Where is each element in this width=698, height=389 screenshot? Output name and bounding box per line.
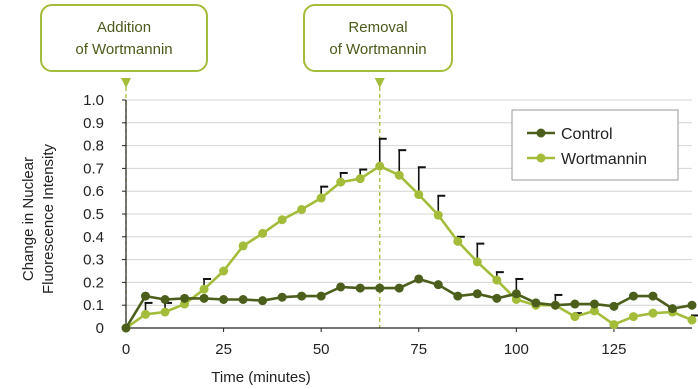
x-axis-title: Time (minutes) <box>211 369 310 386</box>
wortmannin-point-29 <box>687 315 697 325</box>
event-marker-lines <box>121 78 385 328</box>
callout-text-0-1: of Wortmannin <box>75 41 172 58</box>
series-control <box>121 274 697 333</box>
y-tick-label-5: 0.5 <box>83 206 104 223</box>
legend-label-wortmannin: Wortmannin <box>561 151 647 168</box>
legend-marker-wortmannin <box>536 153 546 163</box>
legend-label-control: Control <box>561 126 613 143</box>
callout-box-0 <box>40 4 208 72</box>
callout-text-0-0: Addition <box>97 19 151 36</box>
y-tick-label-8: 0.8 <box>83 138 104 155</box>
wortmannin-point-25 <box>609 320 619 330</box>
control-point-21 <box>531 298 541 308</box>
control-point-15 <box>414 274 424 284</box>
x-tick-label-5: 125 <box>601 341 626 358</box>
wortmannin-line <box>125 164 693 330</box>
control-point-1 <box>141 291 151 301</box>
control-point-29 <box>687 300 697 310</box>
control-point-4 <box>199 293 209 303</box>
legend-box <box>511 109 679 181</box>
y-tick-label-6: 0.6 <box>83 183 104 200</box>
control-point-25 <box>609 301 619 311</box>
y-tick-label-0: 0 <box>96 320 104 337</box>
control-point-14 <box>394 283 404 293</box>
legend-marker-control <box>536 128 546 138</box>
wortmannin-point-23 <box>570 312 580 322</box>
y-tick-label-7: 0.7 <box>83 160 104 177</box>
control-point-23 <box>570 299 580 309</box>
control-point-17 <box>453 291 463 301</box>
y-tick-label-1: 0.1 <box>83 297 104 314</box>
control-point-26 <box>628 291 638 301</box>
wortmannin-point-16 <box>433 210 443 220</box>
control-point-9 <box>297 291 307 301</box>
callouts: Addition of Wortmannin Removal of Wortmanni… <box>40 4 453 72</box>
y-tick-label-9: 0.9 <box>83 115 104 132</box>
event-arrow-1 <box>374 78 385 88</box>
control-point-19 <box>492 293 502 303</box>
wortmannin-point-12 <box>355 174 365 184</box>
wortmannin-point-18 <box>472 257 482 267</box>
y-axis-ticks: 0 0.1 0.2 0.3 0.4 0.5 0.6 0.7 0.8 0.9 1.0 <box>83 92 126 337</box>
control-point-5 <box>219 295 229 304</box>
control-point-16 <box>433 280 443 290</box>
control-point-0 <box>121 323 131 333</box>
control-point-11 <box>336 282 346 292</box>
control-point-20 <box>511 289 521 299</box>
callout-text-1-0: Removal <box>348 19 407 36</box>
wortmannin-point-6 <box>238 241 248 251</box>
wortmannin-point-15 <box>414 190 424 200</box>
gridlines <box>126 99 692 306</box>
wortmannin-point-7 <box>258 228 268 238</box>
control-point-13 <box>375 283 385 293</box>
x-tick-label-2: 50 <box>313 341 330 358</box>
y-axis-title-line-1: Change in Nuclear <box>20 157 37 281</box>
callout-text-1-1: of Wortmannin <box>329 41 426 58</box>
series-lines <box>121 161 697 333</box>
wortmannin-point-19 <box>492 275 502 285</box>
control-point-10 <box>316 291 326 301</box>
wortmannin-point-24 <box>589 306 599 316</box>
y-tick-label-2: 0.2 <box>83 274 104 291</box>
wortmannin-point-27 <box>648 308 658 318</box>
control-point-3 <box>180 293 190 303</box>
callout-1: Removal of Wortmannin <box>303 4 453 72</box>
callout-box-1 <box>303 4 453 72</box>
event-arrow-0 <box>121 78 131 88</box>
x-tick-label-1: 25 <box>215 341 232 358</box>
control-point-2 <box>160 295 170 304</box>
control-point-6 <box>238 295 248 304</box>
x-axis-ticks: 0 25 50 75 100 125 <box>122 328 626 358</box>
wortmannin-point-1 <box>141 309 151 319</box>
legend: Control Wortmannin <box>511 109 679 181</box>
y-tick-label-3: 0.3 <box>83 252 104 269</box>
wortmannin-point-10 <box>316 193 326 203</box>
x-tick-label-4: 100 <box>504 341 529 358</box>
wortmannin-point-26 <box>628 312 638 322</box>
wortmannin-point-8 <box>277 215 287 225</box>
wortmannin-point-9 <box>297 204 307 214</box>
control-point-27 <box>648 291 658 301</box>
control-point-22 <box>550 300 560 310</box>
wortmannin-point-11 <box>336 177 346 187</box>
y-tick-label-10: 1.0 <box>83 92 104 109</box>
x-tick-label-3: 75 <box>410 341 427 358</box>
callout-0: Addition of Wortmannin <box>40 4 208 72</box>
y-tick-label-4: 0.4 <box>83 229 104 246</box>
wortmannin-point-14 <box>394 170 404 180</box>
control-point-18 <box>472 289 482 299</box>
control-point-12 <box>355 283 365 293</box>
control-point-8 <box>277 292 287 302</box>
wortmannin-point-2 <box>160 307 170 317</box>
wortmannin-point-5 <box>219 266 229 276</box>
control-point-7 <box>258 296 268 306</box>
control-point-24 <box>589 299 599 309</box>
control-point-28 <box>667 304 677 314</box>
x-tick-label-0: 0 <box>122 341 130 358</box>
y-axis-title-line-2: Fluorescence Intensity <box>40 143 57 294</box>
wortmannin-point-17 <box>453 236 463 246</box>
wortmannin-point-4 <box>199 284 209 294</box>
wortmannin-point-13 <box>375 161 385 171</box>
